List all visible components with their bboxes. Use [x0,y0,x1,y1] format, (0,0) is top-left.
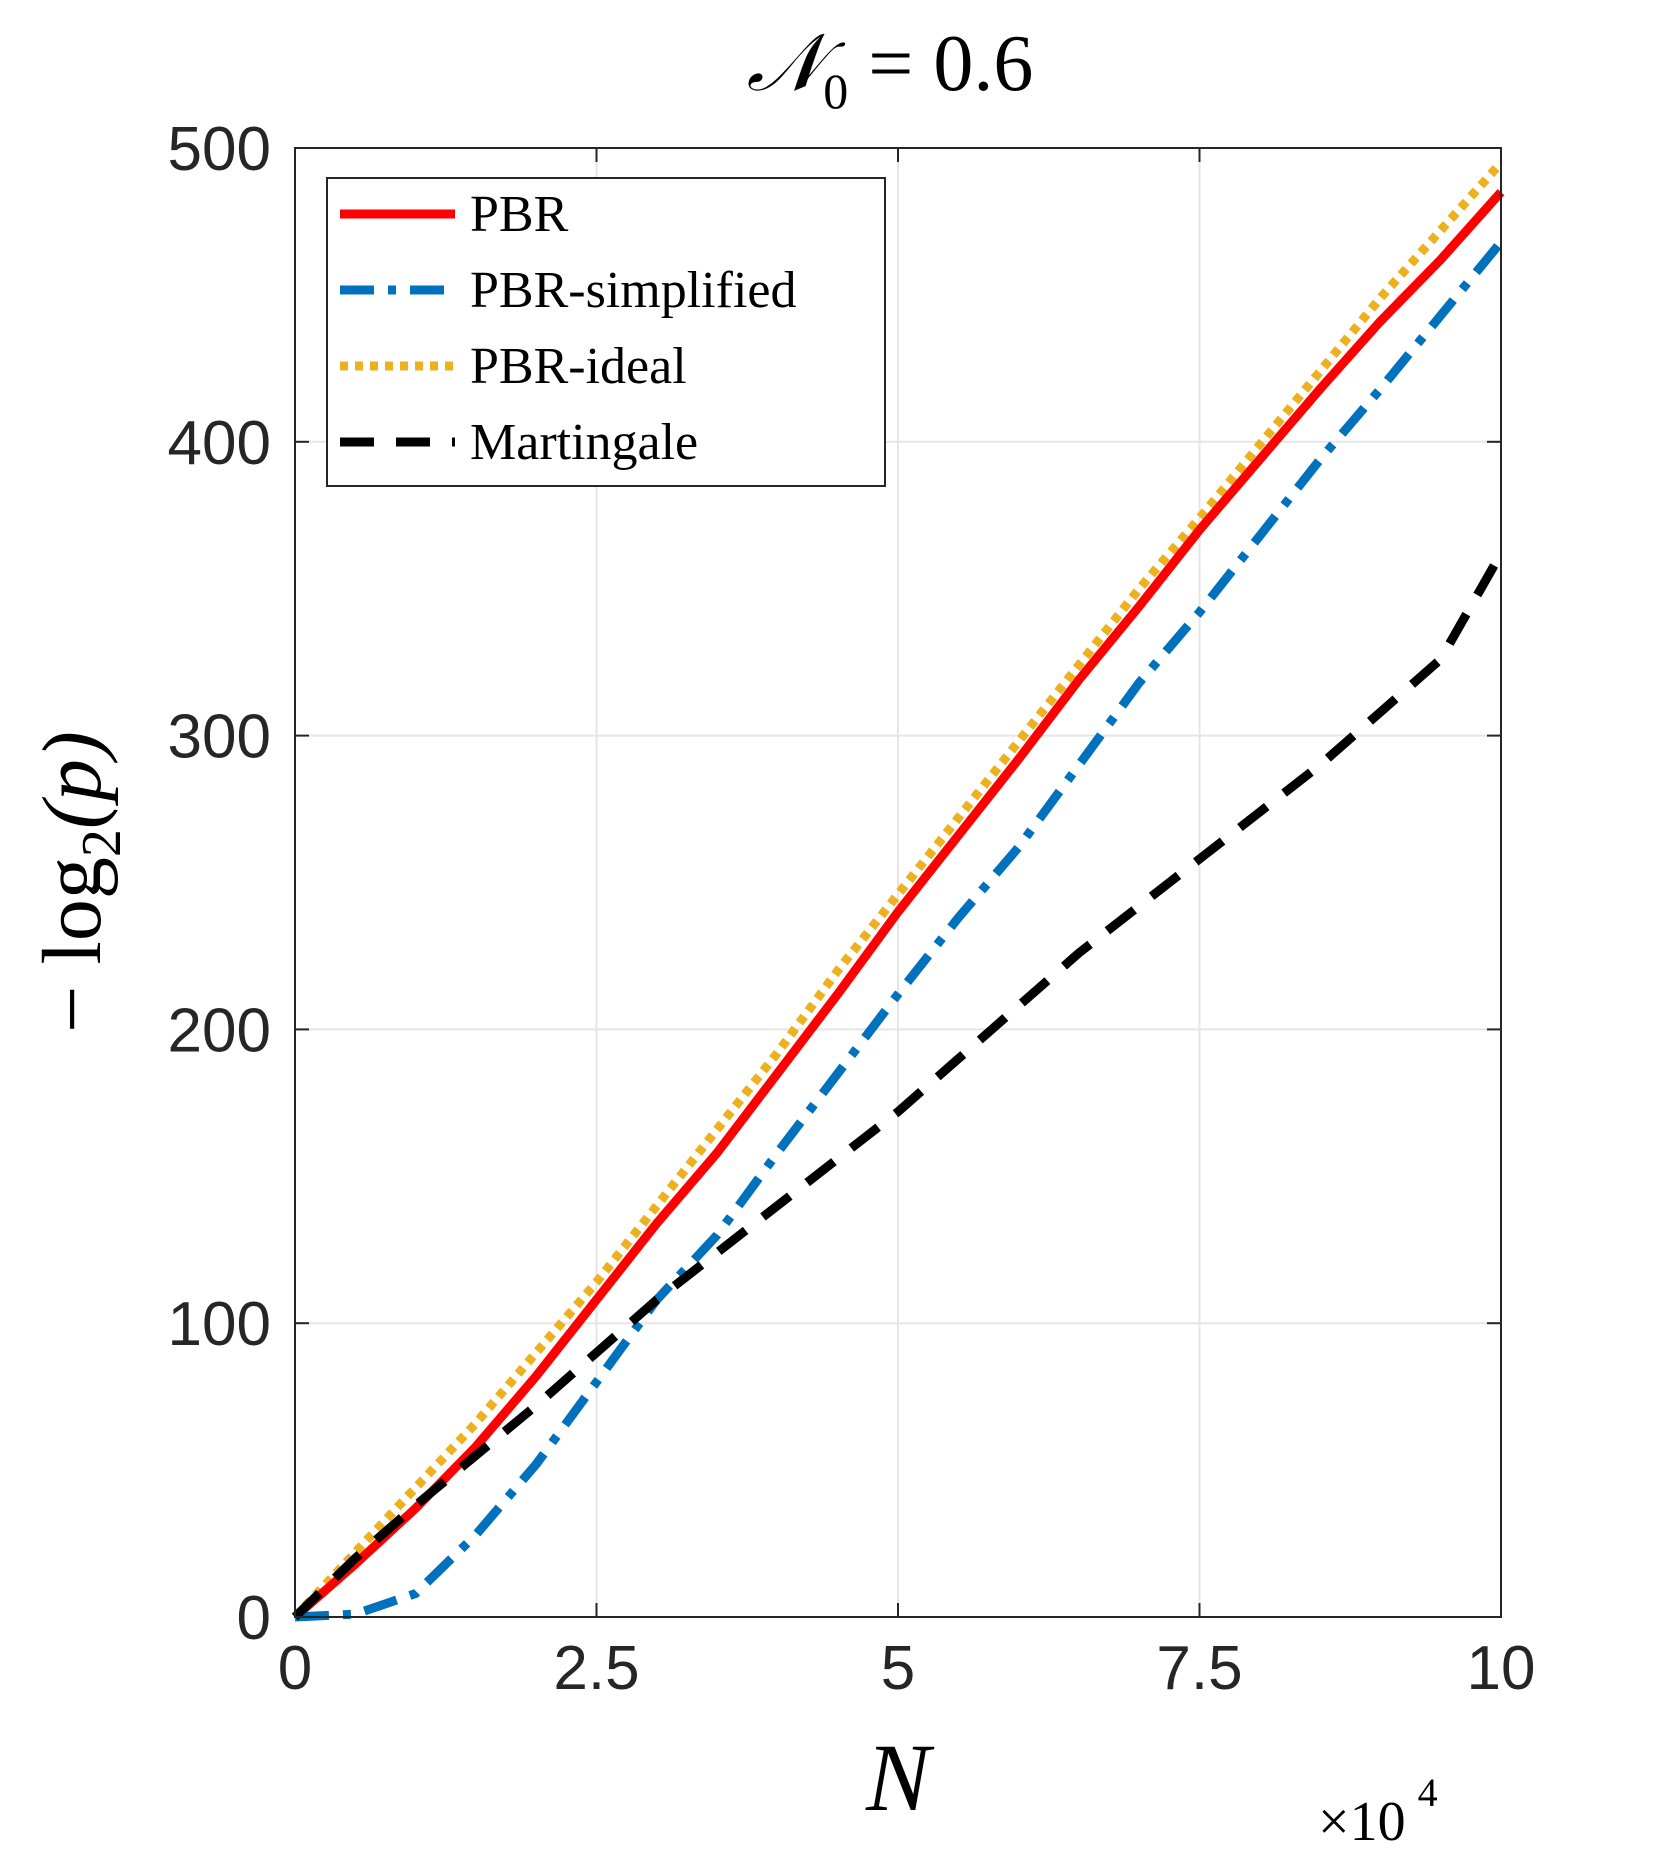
y-tick-label: 100 [168,1290,271,1359]
series-line-martingale [291,551,1505,1621]
series-line-pbr-simplified [294,239,1505,1622]
y-tick-label: 300 [168,703,271,772]
x-tick-label: 10 [1467,1634,1536,1703]
x-tick-label: 2.5 [553,1634,639,1703]
x-axis-label: N [865,1724,935,1831]
y-tick-label: 0 [237,1584,271,1653]
chart-title: 𝒩0 = 0.6 [747,20,1034,119]
x-tick-label: 0 [278,1634,312,1703]
x-tick-label: 5 [881,1634,915,1703]
x-exponent-label: ×10 4 [1318,1770,1438,1853]
series-layer [291,159,1505,1622]
y-tick-label: 200 [168,996,271,1065]
x-exponent-power: 4 [1418,1770,1438,1815]
y-axis-label: − log2(p) [26,731,133,1033]
series-line-pbr-ideal [291,159,1505,1621]
legend: PBR PBR-simplified PBR-ideal Martingale [326,177,886,487]
legend-label-martingale: Martingale [470,414,698,471]
x-tick-label: 7.5 [1156,1634,1242,1703]
legend-box [326,177,886,487]
title-subscript: 0 [823,63,848,119]
title-rest: = 0.6 [848,20,1033,108]
legend-label-pbr-ideal: PBR-ideal [470,338,687,395]
legend-label-pbr: PBR [470,186,569,243]
x-exponent-base: ×10 [1318,1791,1406,1853]
y-tick-label: 400 [168,409,271,478]
y-label-subscript: 2 [71,829,133,857]
series-line-pbr [292,189,1505,1621]
legend-items: PBR PBR-simplified PBR-ideal Martingale [340,186,796,471]
y-tick-label: 500 [168,115,271,184]
y-label-suffix: (p) [26,731,119,829]
y-label-prefix: − log [26,857,119,1033]
legend-label-pbr-simplified: PBR-simplified [470,262,796,319]
